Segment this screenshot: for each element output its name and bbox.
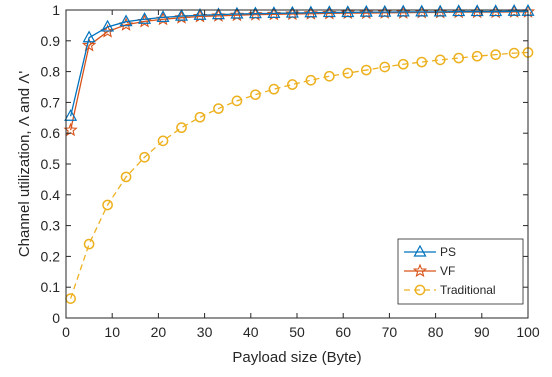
data-point-traditional — [453, 52, 465, 64]
legend: PS VF Traditional — [397, 238, 524, 305]
tick-layer: 0 10 20 30 40 50 60 70 80 90 100 0 0.1 0.2 0.3 0.4 0.5 0.… — [41, 2, 540, 340]
data-point-traditional — [157, 135, 169, 147]
data-point-traditional — [471, 50, 483, 62]
x-tick-label: 70 — [382, 324, 398, 340]
y-tick-label: 0.4 — [41, 187, 61, 203]
data-point-traditional — [176, 122, 187, 134]
y-tick-label: 0.6 — [41, 125, 61, 141]
data-point-vf — [414, 4, 429, 19]
legend-marker-vf — [412, 263, 428, 278]
x-tick-label: 60 — [335, 324, 351, 340]
y-tick-label: 0 — [52, 310, 60, 326]
data-point-traditional — [360, 64, 372, 76]
data-point-traditional — [490, 49, 502, 61]
legend-label-vf: VF — [440, 264, 455, 278]
data-point-ps — [415, 4, 429, 17]
data-point-ps — [396, 4, 410, 17]
data-point-traditional — [102, 199, 113, 211]
x-tick-label: 80 — [428, 324, 444, 340]
data-point-traditional — [397, 58, 409, 70]
x-tick-label: 0 — [62, 324, 70, 340]
data-point-traditional — [213, 103, 224, 114]
x-axis-title: Payload size (Byte) — [232, 349, 361, 366]
data-point-traditional — [139, 151, 150, 163]
data-point-ps — [359, 4, 373, 17]
x-tick-label: 30 — [197, 324, 213, 340]
data-point-ps — [174, 8, 189, 21]
data-point-traditional — [194, 111, 206, 123]
legend-marker-traditional — [414, 284, 426, 296]
x-tick-label: 50 — [289, 324, 305, 340]
y-tick-label: 0.8 — [41, 64, 61, 80]
y-tick-label: 0.7 — [41, 94, 61, 110]
data-point-ps — [489, 4, 503, 17]
data-point-traditional — [305, 74, 317, 86]
data-point-ps — [470, 4, 484, 17]
data-point-ps — [230, 6, 244, 19]
legend-marker-ps — [413, 244, 427, 257]
data-point-traditional — [268, 83, 280, 95]
data-point-ps — [119, 14, 133, 27]
data-point-ps — [433, 4, 447, 17]
x-tick-label: 100 — [516, 324, 540, 340]
data-point-traditional — [434, 54, 446, 66]
data-point-traditional — [342, 67, 354, 79]
data-point-traditional — [416, 56, 428, 68]
data-point-traditional — [287, 79, 298, 90]
data-point-vf — [81, 37, 97, 52]
series-traditional — [65, 47, 534, 304]
data-point-ps — [378, 4, 392, 17]
y-tick-label: 0.3 — [41, 218, 61, 234]
data-point-ps — [82, 30, 96, 43]
data-point-ps — [248, 6, 262, 19]
data-point-traditional — [323, 70, 335, 82]
data-point-traditional — [379, 61, 391, 73]
legend-label-ps: PS — [440, 245, 456, 259]
data-point-traditional — [231, 95, 243, 107]
x-tick-label: 10 — [104, 324, 120, 340]
data-point-ps — [156, 10, 170, 22]
data-point-traditional — [120, 171, 132, 183]
x-tick-label: 20 — [151, 324, 167, 340]
data-point-ps — [138, 11, 152, 24]
data-point-ps — [101, 19, 115, 32]
data-point-traditional — [250, 89, 261, 101]
data-point-ps — [211, 7, 225, 20]
data-point-traditional — [83, 238, 95, 250]
data-point-ps — [64, 109, 78, 121]
y-tick-label: 0.1 — [41, 279, 61, 295]
data-point-ps — [304, 5, 318, 18]
y-axis-title: Channel utilization, Λ and Λ' — [16, 71, 33, 257]
data-point-traditional — [508, 47, 520, 59]
data-point-ps — [322, 5, 336, 18]
data-point-ps — [193, 7, 207, 20]
legend-label-traditional: Traditional — [440, 283, 496, 297]
x-tick-label: 90 — [474, 324, 490, 340]
y-tick-label: 0.2 — [41, 248, 61, 264]
data-point-ps — [285, 5, 299, 18]
data-point-ps — [267, 6, 281, 18]
data-point-ps — [452, 4, 466, 17]
x-tick-label: 40 — [243, 324, 259, 340]
y-tick-label: 0.9 — [41, 33, 61, 49]
y-tick-label: 1 — [52, 2, 60, 18]
y-tick-label: 0.5 — [41, 156, 61, 172]
data-point-ps — [341, 5, 355, 18]
